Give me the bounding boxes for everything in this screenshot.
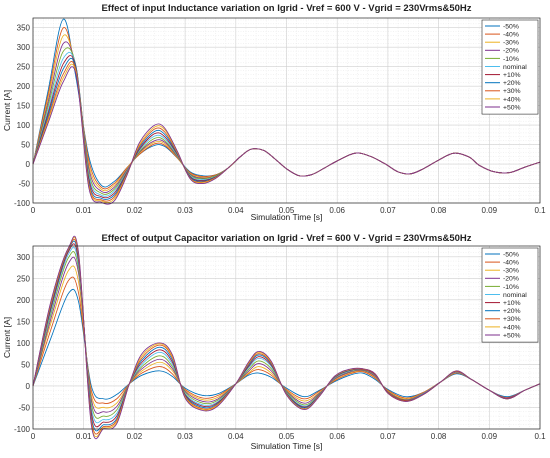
legend: -50%-40%-30%-20%-10%nominal+10%+20%+30%+… bbox=[481, 247, 539, 343]
y-tick-label: 150 bbox=[17, 102, 31, 111]
x-tick-label: 0.05 bbox=[279, 432, 295, 441]
x-tick-label: 0.03 bbox=[177, 206, 193, 215]
x-tick-label: 0 bbox=[31, 206, 36, 215]
legend-label: +50% bbox=[503, 332, 521, 339]
legend-label: -40% bbox=[503, 260, 519, 267]
y-tick-label: -100 bbox=[14, 199, 31, 208]
x-tick-label: 0.1 bbox=[534, 432, 546, 441]
chart-title: Effect of output Capacitor variation on … bbox=[101, 233, 471, 244]
x-tick-label: 0.04 bbox=[228, 432, 244, 441]
y-tick-label: 0 bbox=[26, 160, 31, 169]
series-line-11 bbox=[32, 235, 541, 440]
x-tick-label: 0 bbox=[31, 432, 36, 441]
axes-box bbox=[32, 245, 541, 430]
y-axis-label: Current [A] bbox=[2, 317, 12, 358]
x-tick-label: 0.05 bbox=[279, 206, 295, 215]
legend-label: -50% bbox=[503, 23, 519, 30]
axes-box bbox=[32, 17, 541, 204]
y-tick-label: 0 bbox=[26, 382, 31, 391]
y-tick-label: -50 bbox=[18, 403, 30, 412]
x-tick-label: 0.03 bbox=[177, 432, 193, 441]
y-tick-label: -50 bbox=[18, 180, 30, 189]
legend-label: -20% bbox=[503, 48, 519, 55]
legend-label: +30% bbox=[503, 316, 521, 323]
x-tick-label: 0.1 bbox=[534, 206, 546, 215]
y-tick-label: 300 bbox=[17, 43, 31, 52]
y-tick-label: 100 bbox=[17, 339, 31, 348]
legend-label: +10% bbox=[503, 300, 521, 307]
legend: -50%-40%-30%-20%-10%nominal+10%+20%+30%+… bbox=[481, 19, 539, 115]
chart-title: Effect of input Inductance variation on … bbox=[101, 3, 471, 14]
y-tick-label: 250 bbox=[17, 63, 31, 72]
y-tick-label: 150 bbox=[17, 317, 31, 326]
legend-label: -30% bbox=[503, 40, 519, 47]
y-tick-label: 250 bbox=[17, 274, 31, 283]
y-tick-label: 300 bbox=[17, 253, 31, 262]
x-tick-label: 0.07 bbox=[380, 206, 396, 215]
x-tick-label: 0.07 bbox=[380, 432, 396, 441]
legend-label: nominal bbox=[503, 292, 527, 299]
legend-label: +20% bbox=[503, 80, 521, 87]
x-axis-label: Simulation Time [s] bbox=[251, 212, 323, 222]
y-tick-label: -100 bbox=[14, 425, 31, 434]
y-tick-label: 200 bbox=[17, 82, 31, 91]
series-group bbox=[32, 18, 541, 205]
x-axis-label: Simulation Time [s] bbox=[251, 441, 323, 451]
legend-label: -20% bbox=[503, 276, 519, 283]
y-tick-label: 200 bbox=[17, 296, 31, 305]
legend-label: +10% bbox=[503, 72, 521, 79]
chart-1: 0 0.01 0.02 0.03 0.04 0.05 0.06 0.07 0.08 0.09 0.1… bbox=[2, 3, 546, 222]
series-group bbox=[32, 235, 541, 440]
y-tick-label: 100 bbox=[17, 121, 31, 130]
series-line-11 bbox=[32, 66, 541, 205]
y-tick-label: 50 bbox=[21, 141, 30, 150]
x-tick-label: 0.01 bbox=[76, 206, 92, 215]
x-tick-label: 0.06 bbox=[329, 206, 345, 215]
legend-label: +40% bbox=[503, 324, 521, 331]
x-tick-label: 0.02 bbox=[127, 206, 143, 215]
legend-label: +30% bbox=[503, 88, 521, 95]
legend-label: -10% bbox=[503, 56, 519, 63]
y-tick-label: 50 bbox=[21, 360, 30, 369]
x-tick-label: 0.02 bbox=[127, 432, 143, 441]
legend-label: -30% bbox=[503, 268, 519, 275]
major-grid bbox=[32, 18, 541, 204]
x-tick-label: 0.08 bbox=[431, 206, 447, 215]
x-tick-label: 0.09 bbox=[482, 432, 498, 441]
y-axis-label: Current [A] bbox=[2, 90, 12, 131]
legend-label: -40% bbox=[503, 32, 519, 39]
x-tick-label: 0.09 bbox=[482, 206, 498, 215]
legend-label: -50% bbox=[503, 251, 519, 258]
x-tick-label: 0.06 bbox=[329, 432, 345, 441]
y-tick-label: 350 bbox=[17, 24, 31, 33]
chart-2: 0 0.01 0.02 0.03 0.04 0.05 0.06 0.07 0.08 0.09 0.1… bbox=[2, 233, 546, 451]
legend-label: +40% bbox=[503, 96, 521, 103]
x-tick-label: 0.08 bbox=[431, 432, 447, 441]
legend-label: +20% bbox=[503, 308, 521, 315]
legend-label: -10% bbox=[503, 284, 519, 291]
x-tick-label: 0.04 bbox=[228, 206, 244, 215]
x-tick-label: 0.01 bbox=[76, 432, 92, 441]
legend-label: +50% bbox=[503, 104, 521, 111]
legend-label: nominal bbox=[503, 64, 527, 71]
